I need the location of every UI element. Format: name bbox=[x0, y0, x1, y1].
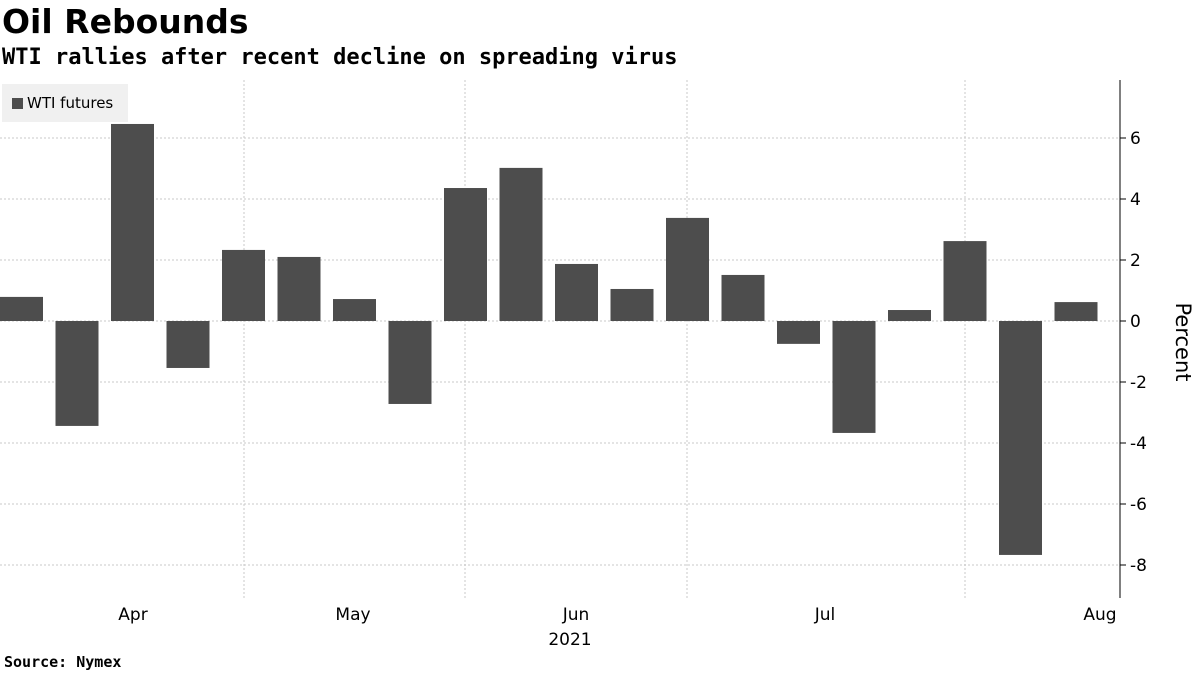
x-month-label: Jun bbox=[562, 605, 590, 625]
x-year-label: 2021 bbox=[548, 630, 591, 650]
y-tick-label: 6 bbox=[1130, 129, 1141, 149]
x-month-label: Jul bbox=[814, 605, 836, 625]
bar bbox=[943, 241, 987, 321]
bar bbox=[499, 167, 543, 321]
y-tick-label: -2 bbox=[1130, 373, 1147, 393]
bar bbox=[721, 274, 765, 321]
bar bbox=[222, 249, 265, 321]
bar bbox=[277, 256, 321, 321]
chart-title: Oil Rebounds bbox=[2, 2, 249, 41]
y-tick-label: -6 bbox=[1130, 495, 1147, 515]
bar bbox=[888, 310, 931, 321]
bar bbox=[555, 263, 598, 321]
legend-swatch bbox=[12, 97, 23, 109]
chart-subtitle: WTI rallies after recent decline on spre… bbox=[2, 45, 678, 70]
bar bbox=[388, 321, 432, 404]
x-month-label: Apr bbox=[118, 605, 147, 625]
bar bbox=[610, 288, 654, 321]
y-axis-label: Percent bbox=[1171, 302, 1195, 381]
y-tick-label: 0 bbox=[1130, 312, 1141, 332]
bar bbox=[166, 321, 210, 368]
bar bbox=[666, 217, 709, 321]
legend: WTI futures bbox=[2, 84, 128, 122]
x-month-label: Aug bbox=[1083, 605, 1116, 625]
bar bbox=[111, 123, 154, 321]
y-tick-label: -4 bbox=[1130, 434, 1147, 454]
bar bbox=[333, 299, 376, 321]
bar bbox=[444, 188, 487, 321]
bar bbox=[777, 321, 820, 344]
y-tick-label: 2 bbox=[1130, 251, 1141, 271]
source-note: Source: Nymex bbox=[4, 653, 122, 671]
bar bbox=[1054, 302, 1098, 321]
x-month-label: May bbox=[335, 605, 370, 625]
bar bbox=[832, 321, 876, 433]
bar bbox=[999, 321, 1042, 555]
y-tick-label: -8 bbox=[1130, 556, 1147, 576]
legend-label: WTI futures bbox=[27, 94, 114, 112]
bar bbox=[0, 296, 43, 321]
bar bbox=[55, 321, 99, 426]
y-tick-label: 4 bbox=[1130, 190, 1141, 210]
